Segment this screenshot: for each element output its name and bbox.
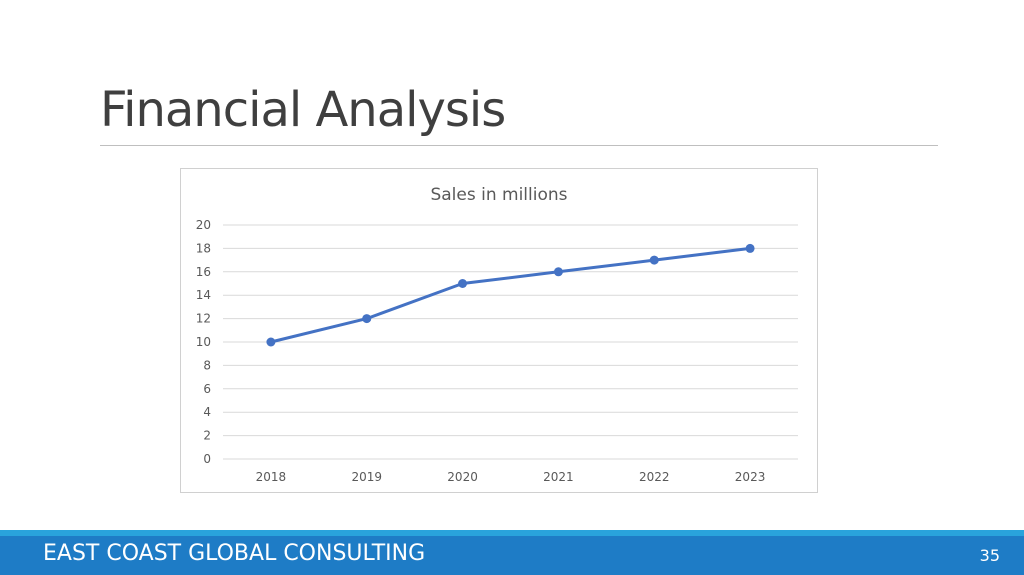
data-point <box>266 337 276 347</box>
y-tick-label: 0 <box>203 452 211 466</box>
y-tick-label: 14 <box>196 288 211 302</box>
title-divider <box>100 145 938 146</box>
y-tick-label: 20 <box>196 218 211 232</box>
y-tick-label: 4 <box>203 405 211 419</box>
y-tick-label: 6 <box>203 382 211 396</box>
x-tick-label: 2019 <box>351 470 382 484</box>
y-tick-label: 2 <box>203 429 211 443</box>
gridlines <box>223 224 798 460</box>
data-point <box>458 279 468 288</box>
slide-title: Financial Analysis <box>100 82 506 138</box>
x-tick-label: 2022 <box>639 470 670 484</box>
y-tick-label: 8 <box>203 358 211 372</box>
y-tick-label: 10 <box>196 335 211 349</box>
y-tick-label: 12 <box>196 312 211 326</box>
data-point <box>553 267 563 277</box>
data-point <box>745 243 755 253</box>
data-point <box>649 255 659 265</box>
y-tick-label: 16 <box>196 265 211 279</box>
series-layer <box>266 243 755 347</box>
series-line <box>270 246 751 344</box>
chart-title: Sales in millions <box>430 185 567 205</box>
y-axis-ticks: 0 2 4 6 8 10 12 14 16 18 20 <box>196 218 211 466</box>
x-tick-label: 2020 <box>447 470 478 484</box>
footer-accent-strip <box>0 530 1024 536</box>
x-tick-label: 2018 <box>256 470 287 484</box>
y-tick-label: 18 <box>196 241 211 255</box>
footer-company-name: EAST COAST GLOBAL CONSULTING <box>43 541 426 566</box>
x-tick-label: 2023 <box>735 470 766 484</box>
x-tick-label: 2021 <box>543 470 574 484</box>
chart-frame: 0 2 4 6 8 10 12 14 16 18 20 2018 2019 2020 2021 2022 20… <box>180 168 818 493</box>
data-point <box>362 314 372 324</box>
footer-bar <box>0 536 1024 575</box>
page-number: 35 <box>979 546 1000 565</box>
x-axis-ticks: 2018 2019 2020 2021 2022 2023 <box>256 470 766 484</box>
